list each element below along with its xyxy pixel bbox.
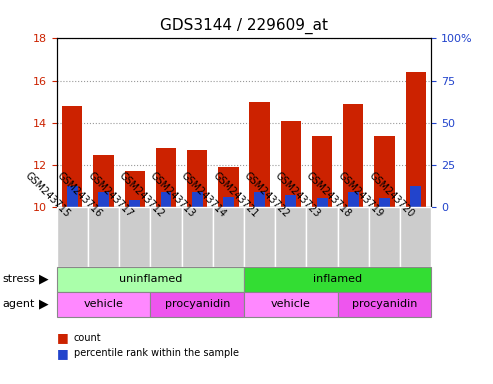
Text: GSM243716: GSM243716: [55, 170, 104, 219]
Bar: [57, 267, 244, 292]
Bar: [119, 207, 150, 267]
Text: GSM243722: GSM243722: [242, 170, 291, 219]
Bar: [400, 207, 431, 267]
Text: procyanidin: procyanidin: [165, 299, 230, 310]
Bar: [369, 207, 400, 267]
Bar: [281, 121, 301, 207]
Text: ▶: ▶: [39, 298, 49, 311]
Bar: [187, 151, 208, 207]
Bar: [348, 192, 359, 207]
Text: count: count: [74, 333, 102, 343]
Bar: [57, 207, 88, 267]
Text: GSM243713: GSM243713: [148, 170, 197, 219]
Bar: [223, 197, 234, 207]
Text: GSM243718: GSM243718: [305, 170, 353, 219]
Text: ■: ■: [57, 331, 69, 344]
Bar: [249, 102, 270, 207]
Bar: [213, 207, 244, 267]
Text: GSM243719: GSM243719: [336, 170, 385, 219]
Bar: [338, 292, 431, 317]
Bar: [374, 136, 395, 207]
Bar: [317, 198, 327, 207]
Text: GSM243723: GSM243723: [273, 170, 322, 219]
Bar: [181, 207, 213, 267]
Text: vehicle: vehicle: [271, 299, 311, 310]
Bar: [244, 267, 431, 292]
Bar: [254, 192, 265, 207]
Text: ▶: ▶: [39, 273, 49, 286]
Text: stress: stress: [2, 274, 35, 285]
Bar: [150, 292, 244, 317]
Bar: [57, 292, 150, 317]
Title: GDS3144 / 229609_at: GDS3144 / 229609_at: [160, 18, 328, 34]
Bar: [379, 198, 390, 207]
Bar: [88, 207, 119, 267]
Text: GSM243714: GSM243714: [179, 170, 228, 219]
Bar: [218, 167, 239, 207]
Bar: [244, 207, 275, 267]
Bar: [125, 171, 145, 207]
Bar: [307, 207, 338, 267]
Bar: [62, 106, 82, 207]
Bar: [275, 207, 307, 267]
Text: agent: agent: [2, 299, 35, 310]
Text: uninflamed: uninflamed: [119, 274, 182, 285]
Bar: [150, 207, 181, 267]
Text: GSM243717: GSM243717: [86, 170, 135, 219]
Bar: [410, 186, 421, 207]
Text: inflamed: inflamed: [313, 274, 362, 285]
Bar: [192, 192, 203, 207]
Text: vehicle: vehicle: [84, 299, 123, 310]
Text: GSM243712: GSM243712: [117, 170, 166, 219]
Bar: [406, 72, 426, 207]
Text: ■: ■: [57, 347, 69, 360]
Bar: [338, 207, 369, 267]
Text: GSM243715: GSM243715: [23, 170, 72, 219]
Bar: [244, 292, 338, 317]
Text: percentile rank within the sample: percentile rank within the sample: [74, 348, 239, 358]
Text: GSM243721: GSM243721: [211, 170, 260, 219]
Bar: [129, 200, 140, 207]
Bar: [312, 136, 332, 207]
Bar: [93, 154, 114, 207]
Text: GSM243720: GSM243720: [367, 170, 416, 219]
Bar: [98, 192, 109, 207]
Bar: [67, 186, 78, 207]
Text: procyanidin: procyanidin: [352, 299, 417, 310]
Bar: [156, 148, 176, 207]
Bar: [343, 104, 363, 207]
Bar: [161, 192, 172, 207]
Bar: [285, 195, 296, 207]
